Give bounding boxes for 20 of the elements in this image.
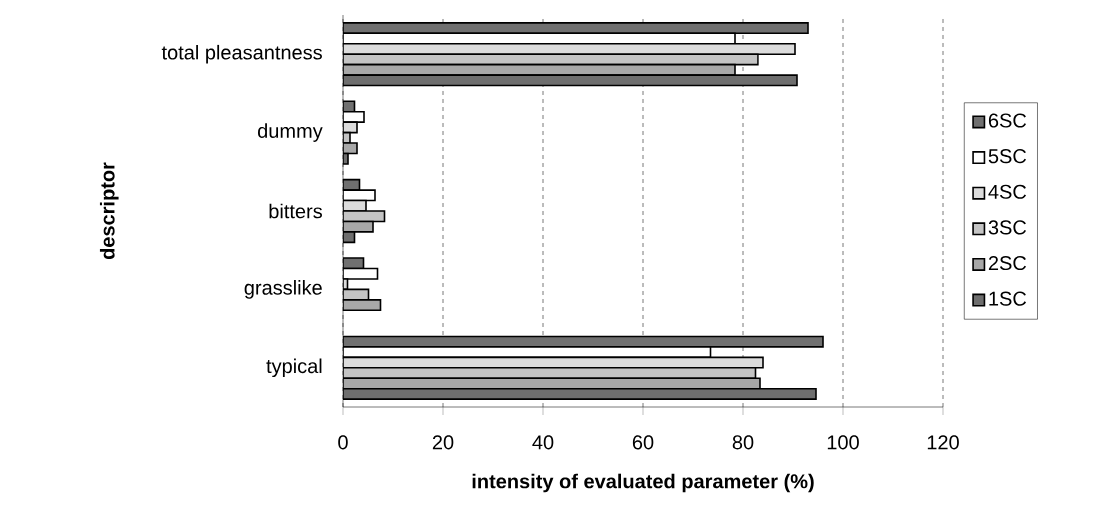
legend-label: 5SC <box>988 149 1027 164</box>
x-tick-label: 120 <box>927 435 959 450</box>
y-tick-label: typical <box>266 358 322 378</box>
x-tick-label: 80 <box>732 435 754 450</box>
x-axis-title: intensity of evaluated parameter (%) <box>472 473 814 493</box>
legend-label: 3SC <box>988 220 1027 235</box>
y-tick-label: grasslike <box>244 280 322 299</box>
x-tick-label: 100 <box>827 435 859 450</box>
y-axis-title: descriptor <box>99 162 119 260</box>
legend-label: 4SC <box>988 184 1027 199</box>
y-tick-label: bitters <box>269 203 322 219</box>
legend-label: 1SC <box>989 291 1027 306</box>
y-tick-label: dummy <box>258 123 323 142</box>
x-tick-label: 20 <box>432 435 454 450</box>
x-tick-label: 60 <box>632 435 654 450</box>
legend-label: 2SC <box>988 255 1027 271</box>
x-tick-label: 0 <box>338 435 348 450</box>
x-tick-label: 40 <box>532 435 554 450</box>
legend-label: 6SC <box>988 113 1027 128</box>
y-tick-label: total pleasantness <box>161 44 322 64</box>
